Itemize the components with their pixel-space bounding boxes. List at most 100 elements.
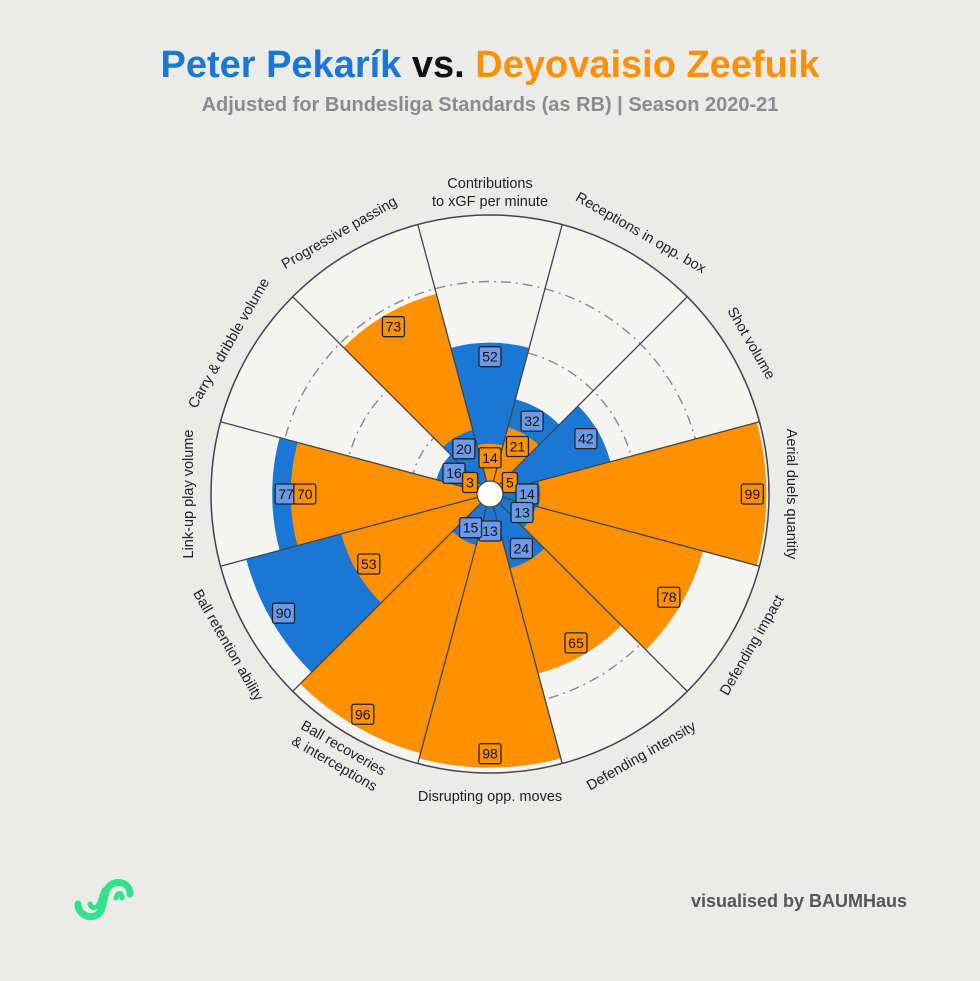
chart-subtitle: Adjusted for Bundesliga Standards (as RB… (201, 94, 779, 116)
spoke-line-10 (220, 421, 478, 492)
credit-text: visualised by BAUMHaus (690, 891, 907, 911)
value-label-player2-2: 5 (501, 471, 519, 494)
spoke-line-2 (498, 296, 688, 486)
value-label-player1-8-box (271, 602, 296, 624)
value-label-player2-3-box (740, 483, 764, 505)
value-label-player2-4: 78 (657, 586, 681, 608)
spoke-line-8 (292, 502, 482, 692)
logo-stroke-inner (87, 887, 107, 911)
value-label-player1-4-text: 13 (514, 505, 530, 521)
value-label-player1-5: 24 (509, 537, 534, 560)
value-label-player2-0-box (478, 447, 502, 469)
category-label-3: Aerial duels quantity (783, 429, 799, 560)
value-label-player2-10: 3 (461, 471, 479, 494)
spoke-line-3 (502, 421, 760, 492)
value-label-player2-7: 96 (351, 703, 375, 725)
bar-player2-6 (419, 506, 561, 768)
value-label-player2-2-box (501, 471, 519, 494)
value-label-player1-11: 20 (452, 438, 476, 460)
value-label-player2-0-text: 14 (482, 450, 498, 466)
chart-title: Peter Pekarík vs. Deyovaisio Zeefuik (0, 44, 980, 87)
value-label-player1-7-box (458, 517, 483, 539)
bar-player2-9 (290, 442, 478, 546)
value-label-player1-4: 13 (510, 501, 534, 524)
bar-player2-11 (343, 293, 487, 485)
value-label-player2-8: 53 (357, 553, 381, 575)
value-label-player2-9: 70 (293, 483, 317, 505)
spoke-line-4 (502, 496, 760, 567)
value-label-player2-6-text: 98 (482, 746, 498, 762)
category-label-9-line-0: Link-up play volume (181, 430, 197, 559)
spoke-line-9 (220, 496, 478, 567)
value-label-player2-4-box (657, 586, 681, 608)
vs-label: vs. (411, 44, 465, 86)
bar-player2-3 (502, 422, 767, 566)
value-label-player2-6-box (478, 743, 502, 765)
value-label-player2-5-box (564, 632, 588, 654)
value-label-player2-9-box (293, 483, 317, 505)
logo-stroke-tail (113, 891, 125, 901)
value-label-player2-4-text: 78 (661, 589, 677, 605)
value-label-player2-8-text: 53 (361, 556, 377, 572)
value-label-player2-1: 21 (505, 435, 530, 458)
bar-player1-0 (450, 342, 530, 482)
value-label-player1-0: 52 (478, 346, 502, 368)
value-label-player2-1-text: 21 (510, 438, 526, 454)
category-label-0-line-0: Contributions (447, 176, 532, 192)
value-label-player2-11-box (381, 316, 406, 338)
value-label-player1-8: 90 (271, 602, 296, 624)
value-label-player1-2-box (574, 427, 598, 450)
category-label-9: Link-up play volume (181, 430, 197, 559)
value-label-player2-11-text: 73 (386, 319, 402, 335)
value-label-player2-6: 98 (478, 743, 502, 765)
value-label-player1-2: 42 (574, 427, 598, 450)
value-label-player1-1-text: 32 (524, 413, 540, 429)
bar-player2-8 (341, 497, 481, 603)
value-label-player1-3: 14 (515, 483, 539, 505)
category-label-6-line-0: Disrupting opp. moves (418, 789, 562, 805)
value-label-player2-3-text: 99 (745, 486, 761, 502)
outer-ring (210, 214, 770, 774)
value-label-player2-2-text: 5 (506, 475, 514, 491)
category-label-3-line-0: Aerial duels quantity (783, 429, 799, 560)
value-label-player2-3: 99 (740, 483, 764, 505)
value-label-player2-10-box (461, 471, 479, 494)
value-label-player2-7-box (351, 703, 375, 725)
category-label-0: Contributions to xGF per minute (432, 176, 548, 210)
bar-player2-4 (499, 497, 703, 650)
category-label-0-line-1: to xGF per minute (432, 194, 548, 210)
value-label-player1-7-text: 15 (463, 520, 479, 536)
value-label-player2-0: 14 (478, 447, 502, 469)
value-label-player1-9: 77 (274, 483, 298, 505)
value-label-player1-0-box (478, 346, 502, 368)
value-label-player1-6-text: 13 (482, 523, 498, 539)
value-label-player1-3-text: 14 (519, 486, 535, 502)
value-label-player1-10: 16 (442, 462, 466, 484)
value-label-player1-11-text: 20 (456, 441, 472, 457)
value-label-player1-7: 15 (458, 517, 483, 539)
value-label-player1-1-box (520, 410, 544, 432)
value-label-player2-11: 73 (381, 316, 406, 338)
bar-player1-2 (499, 405, 611, 491)
value-label-player1-9-text: 77 (278, 486, 294, 502)
value-label-player1-2-text: 42 (578, 431, 594, 447)
value-label-player2-5: 65 (564, 632, 588, 654)
value-label-player1-0-text: 52 (482, 349, 498, 365)
value-label-player1-1: 32 (520, 410, 544, 432)
category-label-6: Disrupting opp. moves (418, 789, 562, 805)
value-label-player1-10-text: 16 (446, 465, 462, 481)
player1-name: Peter Pekarík (160, 44, 402, 86)
logo-stroke-outer (74, 879, 134, 921)
center-hole (476, 480, 504, 508)
spoke-line-0 (417, 224, 488, 482)
value-label-player1-5-text: 24 (514, 540, 530, 556)
value-label-player1-4-box (510, 501, 534, 524)
value-label-player1-5-box (509, 537, 534, 560)
value-label-player1-11-box (452, 438, 476, 460)
value-label-player2-7-text: 96 (355, 706, 371, 722)
bar-player2-7 (300, 503, 487, 754)
spoke-line-11 (292, 296, 482, 486)
spoke-line-5 (498, 502, 688, 692)
baumhaus-logo-icon (74, 879, 134, 921)
